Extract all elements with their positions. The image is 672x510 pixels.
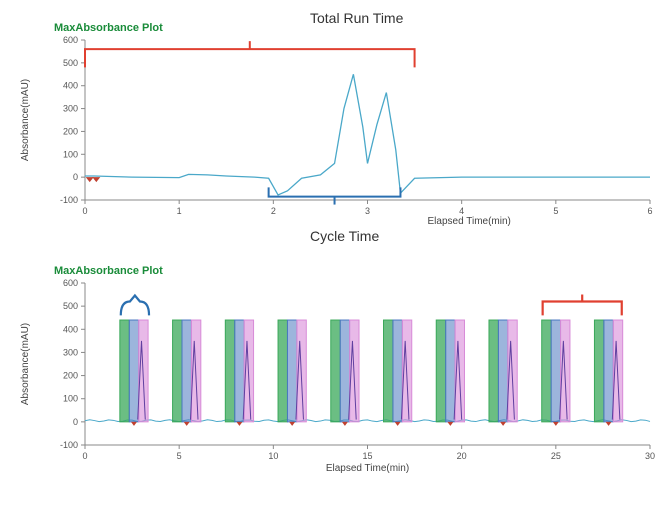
bottom-chart-container: MaxAbsorbance Plot -10001002003004005006… bbox=[10, 265, 662, 480]
svg-text:-100: -100 bbox=[60, 440, 78, 450]
svg-text:15: 15 bbox=[362, 451, 372, 461]
svg-text:600: 600 bbox=[63, 278, 78, 288]
svg-text:6: 6 bbox=[647, 206, 652, 216]
svg-text:4: 4 bbox=[459, 206, 464, 216]
svg-text:Absorbance(mAU): Absorbance(mAU) bbox=[20, 323, 31, 405]
svg-text:400: 400 bbox=[63, 81, 78, 91]
svg-text:25: 25 bbox=[551, 451, 561, 461]
svg-text:0: 0 bbox=[82, 451, 87, 461]
bottom-chart-svg: -100 0 100 200 300 400 500 600 0 5 10 15 20 25 30 Elaps… bbox=[10, 265, 660, 475]
svg-text:5: 5 bbox=[177, 451, 182, 461]
svg-text:300: 300 bbox=[63, 347, 78, 357]
svg-text:1: 1 bbox=[177, 206, 182, 216]
svg-text:500: 500 bbox=[63, 301, 78, 311]
svg-text:-100: -100 bbox=[60, 195, 78, 205]
total-run-time-label: Total Run Time bbox=[310, 10, 403, 26]
bottom-chart-title: MaxAbsorbance Plot bbox=[54, 265, 163, 277]
top-chart-title: MaxAbsorbance Plot bbox=[54, 22, 163, 34]
svg-text:0: 0 bbox=[82, 206, 87, 216]
svg-text:5: 5 bbox=[553, 206, 558, 216]
svg-text:100: 100 bbox=[63, 394, 78, 404]
svg-text:500: 500 bbox=[63, 58, 78, 68]
svg-text:Elapsed Time(min): Elapsed Time(min) bbox=[326, 463, 409, 474]
svg-text:400: 400 bbox=[63, 324, 78, 334]
svg-text:0: 0 bbox=[73, 417, 78, 427]
svg-text:Absorbance(mAU): Absorbance(mAU) bbox=[20, 79, 31, 161]
svg-text:Elapsed Time(min): Elapsed Time(min) bbox=[428, 216, 511, 227]
svg-text:10: 10 bbox=[268, 451, 278, 461]
svg-text:0: 0 bbox=[73, 172, 78, 182]
svg-text:2: 2 bbox=[271, 206, 276, 216]
top-chart-svg: -100 0 100 200 300 400 500 600 0 1 2 3 4 5 6 Elapsed Ti… bbox=[10, 10, 660, 240]
svg-text:100: 100 bbox=[63, 149, 78, 159]
cycle-time-label: Cycle Time bbox=[310, 228, 379, 244]
svg-text:200: 200 bbox=[63, 126, 78, 136]
svg-text:300: 300 bbox=[63, 104, 78, 114]
svg-text:20: 20 bbox=[457, 451, 467, 461]
svg-text:200: 200 bbox=[63, 371, 78, 381]
svg-text:600: 600 bbox=[63, 35, 78, 45]
top-chart-container: MaxAbsorbance Plot Total Run Time -100 0 1… bbox=[10, 10, 662, 245]
svg-text:30: 30 bbox=[645, 451, 655, 461]
svg-text:3: 3 bbox=[365, 206, 370, 216]
